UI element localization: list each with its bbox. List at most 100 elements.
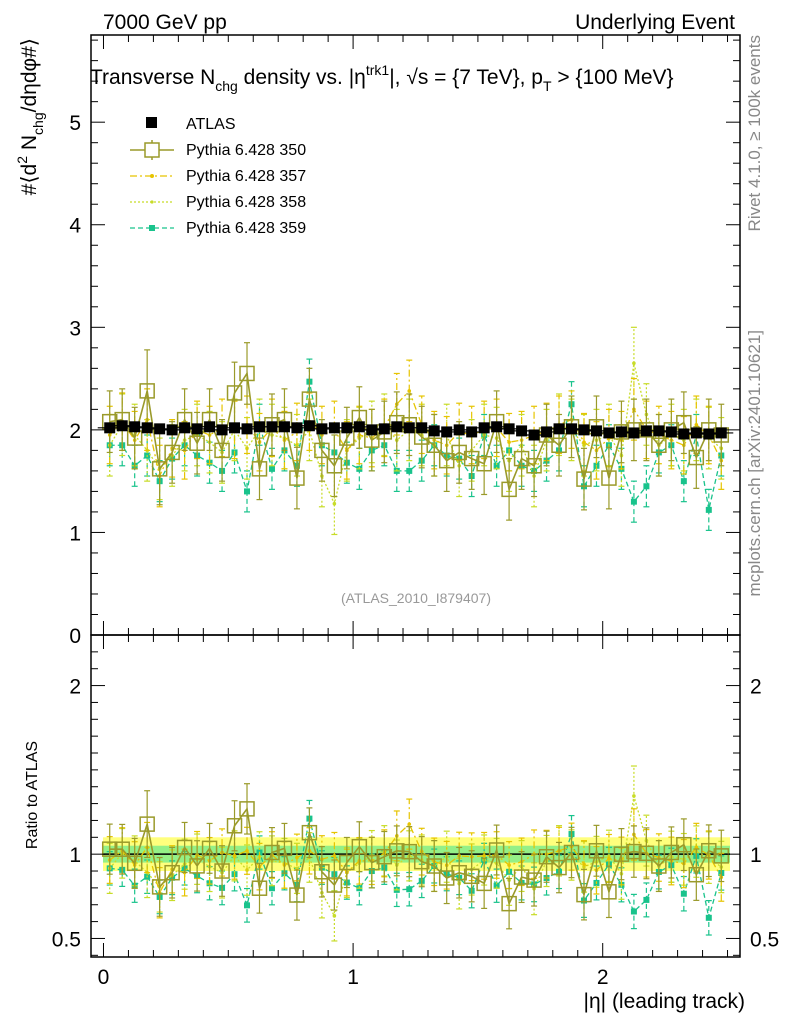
ratio-point-marker-350 bbox=[176, 839, 193, 856]
x-axis-label: |η| (leading track) bbox=[584, 990, 745, 1013]
atlas-data-point bbox=[615, 426, 627, 438]
ratio-point-marker-350 bbox=[638, 845, 655, 862]
main-y-tick-label: 4 bbox=[69, 215, 81, 238]
atlas-data-point bbox=[428, 425, 440, 437]
atlas-data-point bbox=[715, 427, 727, 439]
ylabel-part-b: N bbox=[18, 135, 41, 156]
point-marker-350 bbox=[289, 470, 305, 486]
ylabel-part-c: /dηdφ#⟩ bbox=[18, 38, 41, 112]
legend-label-357: Pythia 6.428 357 bbox=[186, 168, 306, 185]
plot-title: Transverse Nchg density vs. |ηtrk1|, √s … bbox=[90, 62, 674, 94]
ratio-plot-marks bbox=[101, 765, 730, 942]
ratio-point-marker-359 bbox=[630, 908, 637, 915]
point-marker-359 bbox=[705, 506, 712, 513]
point-marker-359 bbox=[643, 483, 650, 490]
atlas-data-point bbox=[129, 421, 141, 433]
atlas-data-point bbox=[491, 421, 503, 433]
point-marker-350 bbox=[688, 449, 705, 466]
ratio-point-marker-350 bbox=[126, 855, 143, 872]
series-line-357 bbox=[109, 389, 722, 479]
point-marker-350 bbox=[451, 444, 467, 461]
main-axes: 0 1 2 3 4 5 bbox=[69, 35, 740, 648]
ratio-point-marker-357 bbox=[507, 863, 511, 867]
point-marker-350 bbox=[326, 458, 343, 474]
ratio-point-marker-350 bbox=[713, 848, 730, 864]
legend-label-359: Pythia 6.428 359 bbox=[186, 220, 306, 237]
point-marker-359 bbox=[244, 488, 251, 495]
ratio-point-marker-350 bbox=[488, 842, 505, 858]
atlas-data-point bbox=[578, 424, 590, 436]
ratio-point-marker-350 bbox=[651, 858, 667, 874]
point-marker-350 bbox=[189, 435, 205, 451]
ratio-point-marker-350 bbox=[701, 842, 717, 859]
ylabel-part-a: #⟨d bbox=[18, 164, 41, 196]
point-marker-359 bbox=[268, 465, 275, 472]
legend-label-atlas: ATLAS bbox=[186, 116, 236, 133]
ratio-point-marker-350 bbox=[413, 853, 430, 870]
atlas-data-point bbox=[316, 423, 328, 435]
point-marker-359 bbox=[493, 462, 500, 469]
legend-marker-atlas bbox=[146, 117, 157, 128]
ratio-point-marker-350 bbox=[538, 848, 555, 865]
atlas-data-point bbox=[678, 428, 690, 440]
legend-label-350: Pythia 6.428 350 bbox=[186, 142, 306, 159]
ratio-y-tick-label-right: 2 bbox=[750, 676, 762, 699]
atlas-data-point bbox=[566, 423, 578, 435]
ratio-point-marker-358 bbox=[632, 794, 636, 798]
point-marker-357 bbox=[507, 440, 511, 444]
ratio-point-marker-357 bbox=[582, 862, 586, 867]
ratio-point-marker-350 bbox=[251, 880, 268, 896]
atlas-data-point bbox=[266, 421, 278, 433]
atlas-data-point bbox=[303, 420, 315, 432]
ratio-y-tick-label: 0.5 bbox=[52, 928, 81, 951]
rivet-version-label: Rivet 4.1.0, ≥ 100k events bbox=[745, 35, 764, 231]
point-marker-350 bbox=[438, 452, 455, 469]
atlas-data-point bbox=[229, 422, 241, 434]
point-marker-350 bbox=[239, 365, 255, 382]
ylabel-sup-a: 2 bbox=[14, 156, 30, 164]
main-y-tick-label: 1 bbox=[69, 522, 81, 545]
ratio-point-marker-350 bbox=[476, 875, 492, 892]
ratio-point-marker-350 bbox=[588, 843, 605, 859]
title-part-a: Transverse N bbox=[90, 66, 215, 89]
point-marker-358 bbox=[332, 501, 337, 506]
point-marker-350 bbox=[551, 437, 567, 454]
atlas-data-point bbox=[541, 426, 553, 438]
atlas-data-point bbox=[378, 423, 390, 435]
point-marker-350 bbox=[139, 383, 155, 399]
main-plot-marks bbox=[97, 326, 734, 536]
point-marker-350 bbox=[651, 437, 667, 454]
point-marker-350 bbox=[476, 455, 492, 472]
point-marker-359 bbox=[630, 498, 637, 505]
ratio-point-marker-350 bbox=[151, 879, 168, 895]
point-marker-350 bbox=[301, 391, 318, 407]
ratio-point-marker-350 bbox=[276, 840, 293, 857]
ratio-y-axis-label: Ratio to ATLAS bbox=[24, 741, 41, 849]
ratio-point-marker-357 bbox=[295, 855, 299, 860]
atlas-data-point bbox=[503, 423, 515, 435]
title-part-d: > {100 MeV} bbox=[552, 66, 674, 89]
point-marker-358 bbox=[632, 361, 636, 366]
mcplots-label: mcplots.cern.ch [arXiv:2401.10621] bbox=[745, 330, 764, 596]
ratio-point-marker-350 bbox=[426, 858, 442, 874]
atlas-data-point bbox=[328, 422, 340, 434]
ratio-point-marker-350 bbox=[676, 836, 692, 853]
ratio-point-marker-359 bbox=[268, 885, 275, 892]
title-part-c: |, √s = {7 TeV}, p bbox=[389, 66, 543, 89]
atlas-data-point bbox=[291, 422, 303, 434]
legend: ATLAS Pythia 6.428 350 Pythia 6.428 357 … bbox=[130, 116, 306, 237]
ratio-point-marker-357 bbox=[332, 854, 337, 858]
atlas-data-point bbox=[703, 428, 715, 440]
atlas-data-point bbox=[104, 422, 116, 434]
ratio-point-marker-350 bbox=[264, 844, 280, 861]
ratio-point-marker-350 bbox=[626, 843, 642, 860]
ratio-point-marker-359 bbox=[680, 890, 687, 897]
ratio-y-tick-label: 1 bbox=[69, 844, 81, 867]
point-marker-357 bbox=[407, 389, 412, 393]
ratio-point-marker-358 bbox=[332, 914, 337, 918]
ratio-point-marker-350 bbox=[563, 844, 580, 861]
atlas-data-point bbox=[690, 427, 702, 439]
title-sub-c: T bbox=[543, 78, 552, 94]
point-marker-350 bbox=[501, 481, 517, 498]
